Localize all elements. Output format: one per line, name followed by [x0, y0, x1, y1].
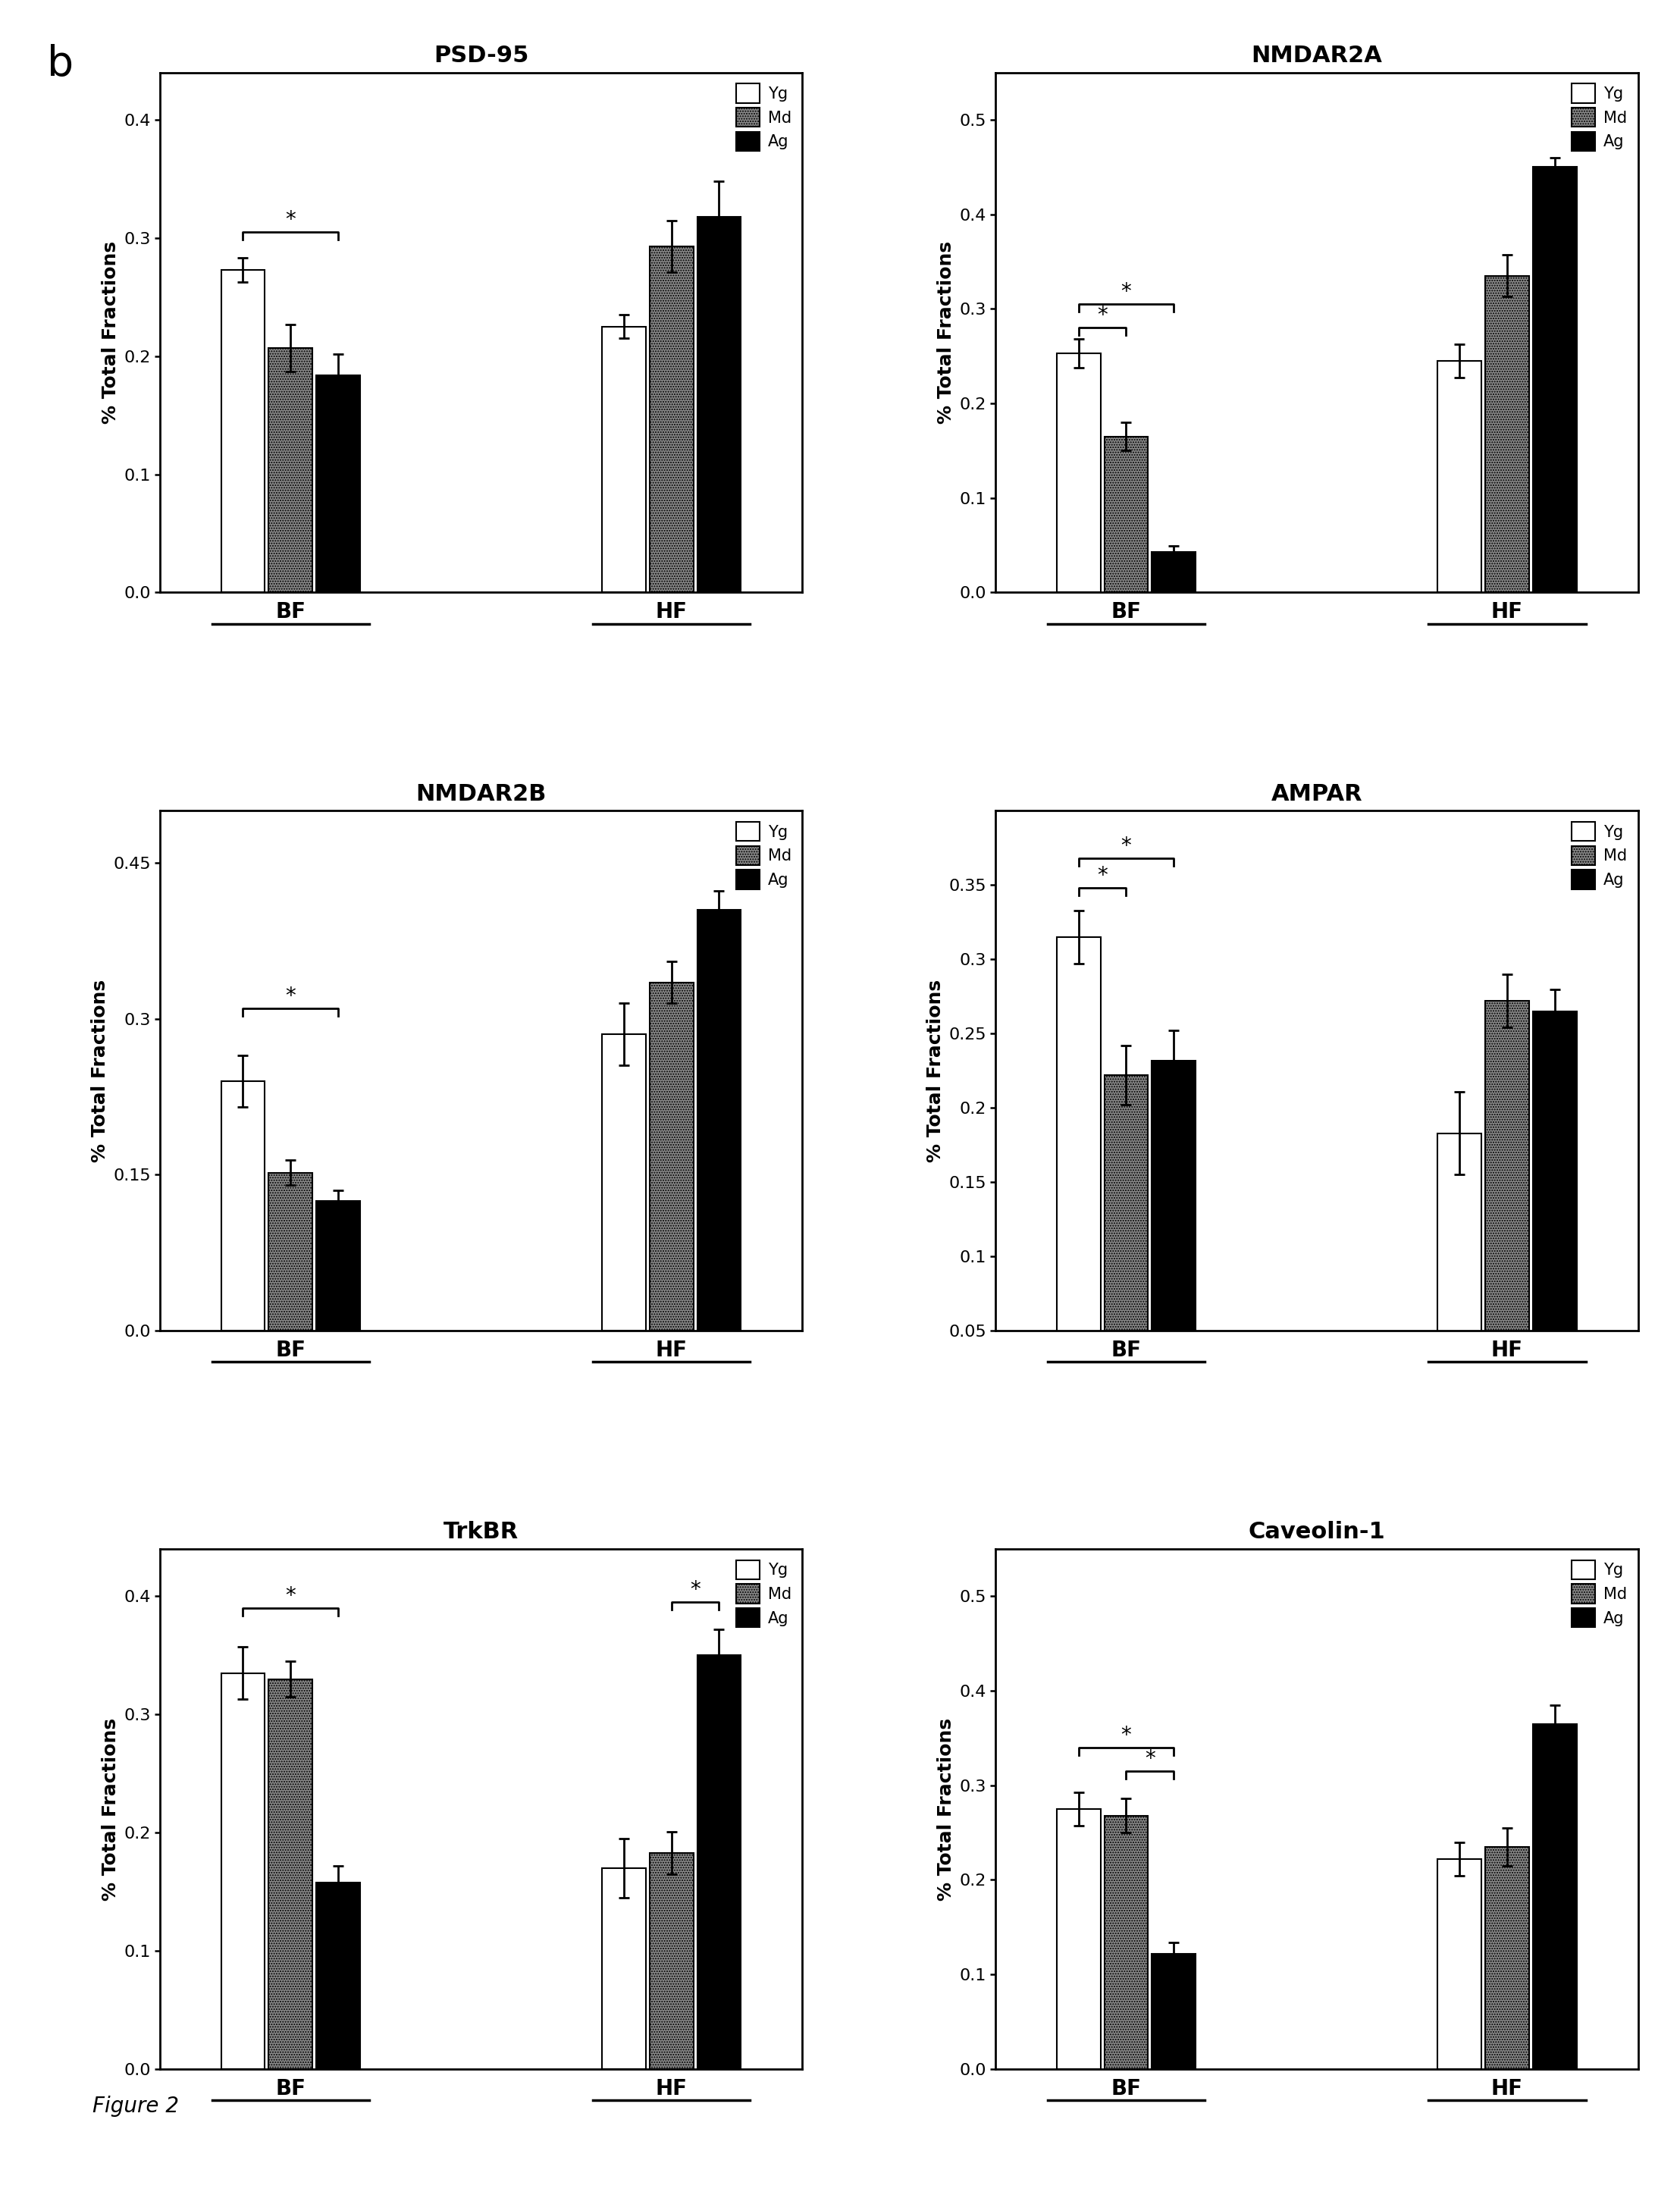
Legend: Yg, Md, Ag: Yg, Md, Ag [732, 819, 795, 891]
Bar [697, 909, 741, 1332]
Bar [1438, 361, 1482, 592]
Bar [1485, 275, 1529, 592]
Bar [1438, 1134, 1482, 1404]
Bar [697, 1655, 741, 2069]
Legend: Yg, Md, Ag: Yg, Md, Ag [732, 1556, 795, 1631]
Bar [269, 1173, 312, 1332]
Bar [1057, 1809, 1100, 2069]
Text: b: b [47, 44, 74, 86]
Title: AMPAR: AMPAR [1270, 784, 1362, 806]
Text: *: * [1144, 1748, 1156, 1770]
Bar [601, 1034, 645, 1332]
Bar [1485, 1001, 1529, 1404]
Legend: Yg, Md, Ag: Yg, Md, Ag [1569, 81, 1630, 154]
Title: PSD-95: PSD-95 [433, 44, 529, 66]
Y-axis label: % Total Fractions: % Total Fractions [937, 242, 956, 425]
Text: *: * [1121, 282, 1131, 304]
Bar [1152, 552, 1196, 592]
Bar [650, 982, 694, 1332]
Bar [316, 374, 360, 592]
Text: *: * [286, 1585, 296, 1607]
Text: *: * [1121, 1726, 1131, 1745]
Bar [1104, 436, 1147, 592]
Bar [601, 1869, 645, 2069]
Bar [222, 1673, 265, 2069]
Text: *: * [1121, 836, 1131, 856]
Bar [1152, 1954, 1196, 2069]
Bar [222, 1081, 265, 1332]
Bar [222, 271, 265, 592]
Text: *: * [286, 986, 296, 1006]
Title: NMDAR2B: NMDAR2B [415, 784, 546, 806]
Text: Figure 2: Figure 2 [92, 2095, 178, 2117]
Bar [269, 1679, 312, 2069]
Bar [269, 348, 312, 592]
Bar [1532, 167, 1576, 592]
Title: Caveolin-1: Caveolin-1 [1248, 1521, 1384, 1543]
Bar [1104, 1816, 1147, 2069]
Y-axis label: % Total Fractions: % Total Fractions [926, 979, 944, 1162]
Y-axis label: % Total Fractions: % Total Fractions [101, 1717, 119, 1899]
Bar [1104, 1076, 1147, 1404]
Legend: Yg, Md, Ag: Yg, Md, Ag [1569, 1556, 1630, 1631]
Bar [1057, 354, 1100, 592]
Bar [697, 216, 741, 592]
Legend: Yg, Md, Ag: Yg, Md, Ag [1569, 819, 1630, 891]
Y-axis label: % Total Fractions: % Total Fractions [101, 242, 119, 425]
Bar [316, 1202, 360, 1332]
Bar [650, 1853, 694, 2069]
Text: *: * [1097, 865, 1107, 887]
Bar [1438, 1860, 1482, 2069]
Text: *: * [1097, 306, 1107, 326]
Bar [1532, 1723, 1576, 2069]
Legend: Yg, Md, Ag: Yg, Md, Ag [732, 81, 795, 154]
Text: *: * [286, 209, 296, 231]
Y-axis label: % Total Fractions: % Total Fractions [937, 1717, 956, 1899]
Bar [1057, 938, 1100, 1404]
Bar [1532, 1012, 1576, 1404]
Y-axis label: % Total Fractions: % Total Fractions [91, 979, 109, 1162]
Bar [316, 1882, 360, 2069]
Title: TrkBR: TrkBR [444, 1521, 519, 1543]
Bar [650, 247, 694, 592]
Bar [601, 326, 645, 592]
Bar [1152, 1061, 1196, 1404]
Text: *: * [690, 1580, 701, 1600]
Title: NMDAR2A: NMDAR2A [1252, 44, 1383, 66]
Bar [1485, 1847, 1529, 2069]
